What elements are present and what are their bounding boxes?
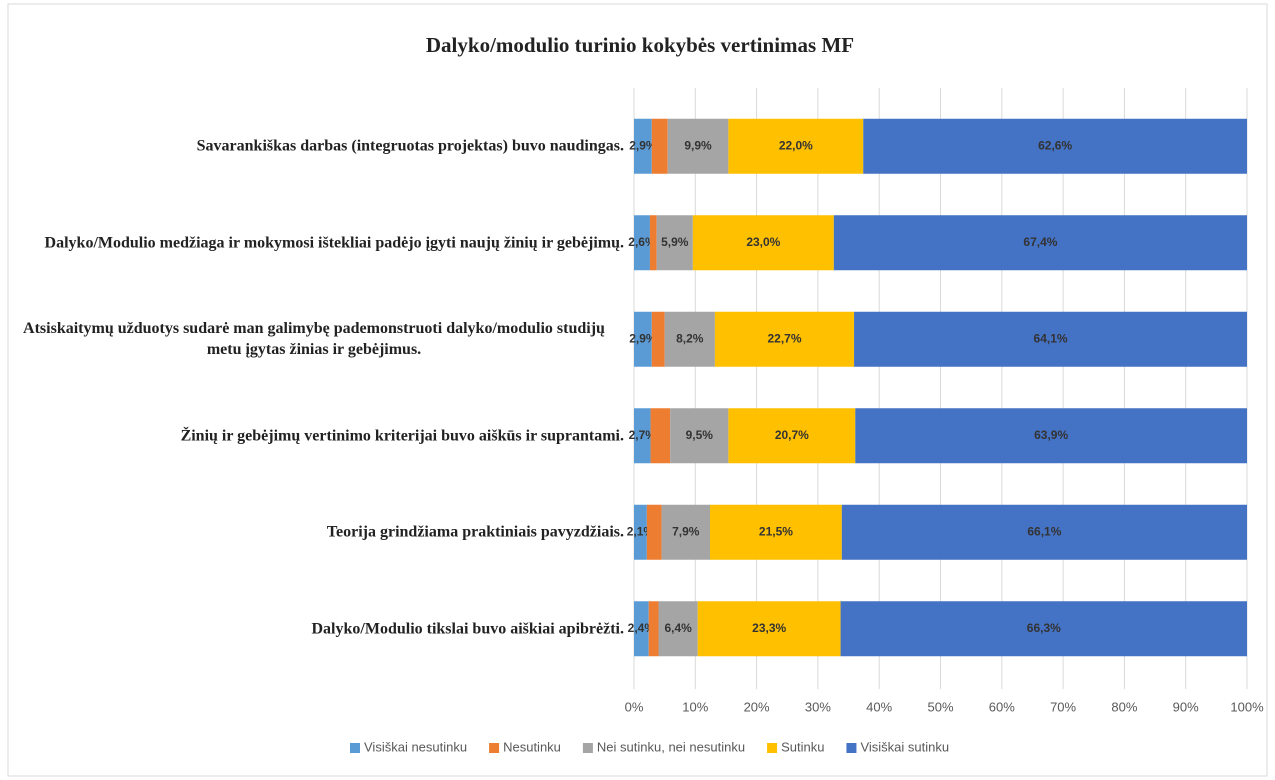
data-label: 2,6%	[628, 235, 656, 249]
data-label: 2,7%	[629, 428, 657, 442]
bar-segment	[833, 215, 1247, 271]
data-label: 66,3%	[1027, 621, 1061, 635]
x-tick-label: 20%	[744, 699, 770, 714]
data-label: 22,7%	[767, 331, 801, 345]
bar-segment	[648, 601, 659, 657]
data-label: 6,4%	[664, 621, 692, 635]
legend-label: Nesutinku	[503, 739, 561, 754]
data-label: 64,1%	[1034, 331, 1068, 345]
bar-segment	[661, 504, 711, 560]
bar-segment	[667, 118, 729, 174]
bar-segment	[697, 601, 841, 657]
legend-swatch	[582, 743, 593, 753]
legend-label: Nei sutinku, nei nesutinku	[597, 739, 745, 754]
bar-segment	[854, 311, 1247, 367]
bar-segment	[650, 408, 671, 464]
category-text: Atsiskaitymų užduotys sudarė man galimyb…	[23, 320, 605, 359]
legend-swatch	[350, 743, 360, 753]
data-label: 2,4%	[628, 621, 656, 635]
data-label: 63,9%	[1034, 428, 1068, 442]
bar-segment	[710, 504, 842, 560]
data-label: 66,1%	[1027, 524, 1061, 538]
x-tick-label: 0%	[625, 699, 644, 714]
bar-segment	[863, 118, 1247, 174]
x-tick-label: 40%	[866, 699, 892, 714]
x-tick-label: 60%	[989, 699, 1015, 714]
x-tick-label: 10%	[682, 699, 708, 714]
data-label: 7,9%	[672, 524, 700, 538]
data-label: 5,9%	[661, 235, 689, 249]
data-label: 23,0%	[746, 235, 780, 249]
data-label: 20,7%	[775, 428, 809, 442]
data-label: 2,9%	[629, 331, 657, 345]
bar-segment	[651, 311, 665, 367]
category-label: Atsiskaitymų užduotys sudarė man galimyb…	[4, 318, 624, 360]
data-label: 23,3%	[752, 621, 786, 635]
category-text: Teorija grindžiama praktiniais pavyzdžia…	[326, 523, 624, 541]
x-tick-label: 50%	[927, 699, 953, 714]
category-label: Dalyko/Modulio tikslai buvo aiškiai apib…	[4, 618, 625, 639]
data-label: 2,9%	[629, 138, 657, 152]
data-label: 67,4%	[1023, 235, 1057, 249]
bar-segment	[649, 215, 657, 271]
bar-segment	[841, 504, 1247, 560]
x-tick-label: 30%	[805, 699, 831, 714]
bar-segment	[634, 118, 652, 174]
bar-segment	[855, 408, 1247, 464]
data-label: 8,2%	[676, 331, 704, 345]
bar-segment	[658, 601, 698, 657]
legend-swatch	[489, 743, 500, 753]
x-tick-label: 90%	[1173, 699, 1199, 714]
bar-segment	[714, 311, 855, 367]
legend-label: Visiškai sutinku	[860, 739, 949, 754]
bar-segment	[634, 408, 651, 464]
category-label: Dalyko/Modulio medžiaga ir mokymosi ište…	[4, 232, 624, 253]
category-label: Teorija grindžiama praktiniais pavyzdžia…	[4, 522, 624, 543]
legend-swatch	[767, 743, 778, 753]
bar-segment	[664, 311, 715, 367]
bar-segment	[728, 118, 864, 174]
data-label: 22,0%	[779, 138, 813, 152]
bar-segment	[670, 408, 729, 464]
legend-label: Sutinku	[781, 739, 824, 754]
bar-segment	[656, 215, 693, 271]
data-label: 62,6%	[1038, 138, 1072, 152]
bar-segment	[634, 504, 647, 560]
category-text: Dalyko/Modulio tikslai buvo aiškiai apib…	[311, 620, 625, 638]
x-tick-label: 80%	[1111, 699, 1137, 714]
category-label: Savarankiškas darbas (integruotas projek…	[4, 136, 624, 157]
legend-label: Visiškai nesutinku	[364, 739, 467, 754]
bar-segment	[840, 601, 1247, 657]
data-label: 9,9%	[684, 138, 712, 152]
category-text: Dalyko/Modulio medžiaga ir mokymosi ište…	[44, 234, 624, 252]
category-label: Žinių ir gebėjimų vertinimo kriterijai b…	[4, 425, 624, 446]
chart-title: Dalyko/modulio turinio kokybės vertinima…	[426, 33, 854, 57]
category-text: Žinių ir gebėjimų vertinimo kriterijai b…	[180, 427, 624, 445]
bar-segment	[634, 215, 650, 271]
x-tick-label: 70%	[1050, 699, 1076, 714]
bar-segment	[728, 408, 856, 464]
data-label: 9,5%	[686, 428, 714, 442]
data-label: 21,5%	[759, 524, 793, 538]
legend-swatch	[846, 743, 857, 753]
bar-segment	[692, 215, 834, 271]
category-text: Savarankiškas darbas (integruotas projek…	[196, 137, 624, 155]
x-tick-label: 100%	[1230, 699, 1264, 714]
bar-segment	[634, 311, 652, 367]
bar-segment	[634, 601, 649, 657]
bar-segment	[646, 504, 662, 560]
bar-segment	[651, 118, 668, 174]
